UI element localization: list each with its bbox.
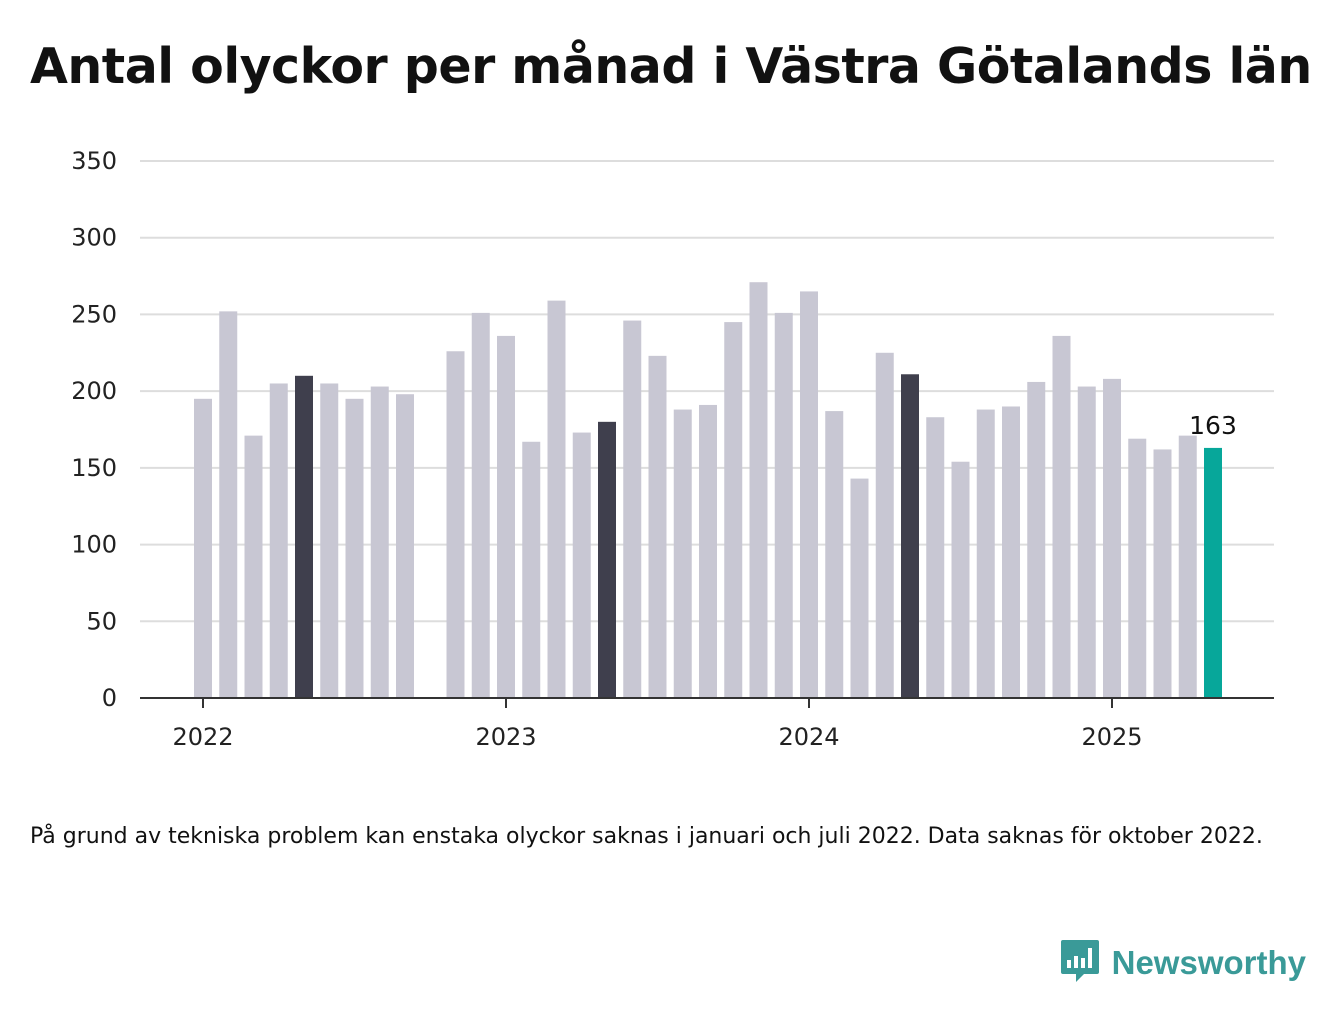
bar-2024-10 (1027, 381, 1046, 698)
bar-2023-09 (699, 404, 717, 698)
bar-2025-04 (1178, 435, 1197, 698)
bar-2023-01 (497, 335, 515, 698)
bar-2024-01 (800, 291, 818, 698)
y-tick-label: 300 (71, 224, 117, 252)
bar-2022-08 (370, 386, 389, 698)
bar-2022-09 (396, 394, 414, 698)
chart-title: Antal olyckor per månad i Västra Götalan… (30, 38, 1312, 95)
bar-2023-08 (673, 409, 692, 698)
bar-2024-12 (1077, 386, 1096, 698)
bar-2022-06 (320, 383, 339, 698)
bar-2024-05 (901, 374, 919, 698)
data-labels: 163 (1189, 411, 1237, 440)
bar-2024-03 (850, 478, 869, 698)
y-tick-label: 50 (86, 607, 117, 635)
bar-2022-04 (269, 383, 288, 698)
x-tick-label: 2025 (1081, 723, 1142, 751)
bar-2024-02 (825, 411, 844, 698)
axes: 0 50 100 150 200 250 300 350 2022 2023 2024 2025 (71, 147, 1274, 751)
y-tick-label: 150 (71, 454, 117, 482)
x-tick-label: 2022 (172, 723, 233, 751)
bar-2025-02 (1128, 438, 1147, 698)
bar-2023-12 (774, 312, 793, 698)
y-tick-label: 350 (71, 147, 117, 175)
x-tick-label: 2023 (475, 723, 536, 751)
x-tick-label: 2024 (778, 723, 839, 751)
y-tick-label: 100 (71, 531, 117, 559)
data-label-latest: 163 (1189, 411, 1237, 440)
bar-2023-06 (623, 320, 642, 698)
bar-2024-07 (951, 461, 970, 698)
footnote: På grund av tekniska problem kan enstaka… (30, 824, 1263, 849)
bar-2022-07 (345, 398, 364, 698)
bar-2025-03 (1153, 449, 1172, 698)
bar-2023-02 (522, 441, 541, 698)
brand-name: Newsworthy (1111, 944, 1306, 981)
bar-2023-05 (598, 421, 616, 698)
bar-2023-07 (648, 355, 667, 698)
bar-2022-11 (446, 351, 465, 698)
bar-2022-12 (471, 312, 490, 698)
y-tick-label: 250 (71, 300, 117, 328)
bar-2023-03 (547, 300, 566, 698)
bar-2023-10 (724, 322, 743, 698)
bar-2024-04 (875, 352, 894, 698)
bar-2025-05 (1204, 447, 1222, 698)
y-tick-label: 200 (71, 377, 117, 405)
bar-2022-02 (219, 311, 238, 698)
bar-2024-09 (1002, 406, 1020, 698)
bar-2022-01 (194, 398, 212, 698)
bar-2023-04 (572, 432, 591, 698)
bar-chart: 0 50 100 150 200 250 300 350 2022 2023 2024 2025 16… (71, 147, 1274, 751)
bar-2022-05 (295, 375, 313, 698)
bar-2022-03 (244, 435, 263, 698)
bar-2024-08 (976, 409, 995, 698)
bar-2024-11 (1052, 335, 1071, 698)
bar-2023-11 (749, 282, 768, 698)
newsworthy-logo-icon (1060, 938, 1100, 988)
bar-2024-06 (926, 417, 945, 698)
bar-2025-01 (1103, 378, 1121, 698)
brand-logo[interactable]: Newsworthy (1060, 938, 1306, 988)
y-tick-label: 0 (102, 684, 117, 712)
bars (194, 282, 1222, 698)
